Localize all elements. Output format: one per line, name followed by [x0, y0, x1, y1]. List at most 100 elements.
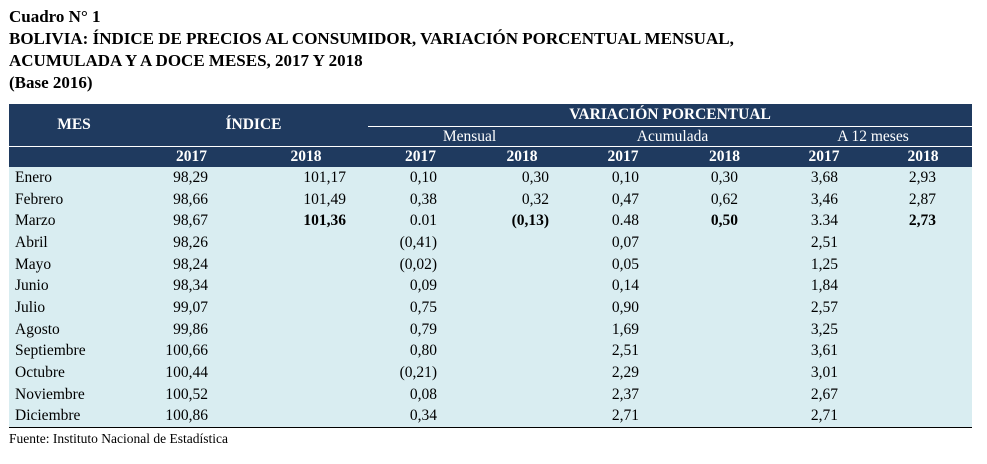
cell-mensual-2017: (0,02)	[368, 253, 474, 276]
title-line-1: BOLIVIA: ÍNDICE DE PRECIOS AL CONSUMIDOR…	[9, 29, 734, 48]
cell-acumulada-2017: 0,07	[571, 232, 676, 254]
cell-indice-2017: 100,66	[139, 340, 244, 363]
cell-12m-2017: 3,46	[774, 188, 875, 211]
cpi-table: MES ÍNDICE VARIACIÓN PORCENTUAL Mensual …	[9, 104, 973, 429]
table-row: Agosto 99,86 0,79 1,69 3,25	[9, 318, 973, 341]
cell-mensual-2017: 0,10	[368, 167, 474, 189]
cell-acumulada-2018	[675, 362, 775, 384]
cell-acumulada-2017: 0.48	[571, 210, 676, 233]
cell-mensual-2018	[473, 340, 572, 363]
cell-12m-2018	[874, 383, 973, 406]
cell-12m-2017: 2,51	[774, 232, 875, 254]
cell-acumulada-2018	[675, 232, 775, 254]
cell-12m-2017: 3,61	[774, 340, 875, 363]
cell-indice-2017: 100,44	[139, 362, 244, 384]
table-row: Mayo 98,24 (0,02) 0,05 1,25	[9, 253, 973, 276]
header-variacion: VARIACIÓN PORCENTUAL	[368, 104, 973, 127]
cell-mensual-2018: (0,13)	[473, 210, 572, 233]
table-row: Febrero 98,66 101,49 0,38 0,32 0,47 0,62…	[9, 188, 973, 211]
header-mes: MES	[9, 104, 139, 147]
table-row: Enero 98,29 101,17 0,10 0,30 0,10 0,30 3…	[9, 167, 973, 189]
table-row: Junio 98,34 0,09 0,14 1,84	[9, 275, 973, 298]
cell-mensual-2017: (0,41)	[368, 232, 474, 254]
cell-mes: Agosto	[9, 318, 139, 341]
cell-mensual-2017: 0.01	[368, 210, 474, 233]
cell-mensual-2017: 0,79	[368, 318, 474, 341]
header-year: 2017	[774, 146, 875, 167]
cell-indice-2017: 100,52	[139, 383, 244, 406]
cell-12m-2018	[874, 297, 973, 319]
cell-mes: Abril	[9, 232, 139, 254]
cell-12m-2018: 2,73	[874, 210, 973, 233]
cell-mensual-2017: 0,08	[368, 383, 474, 406]
cell-mensual-2018	[473, 362, 572, 384]
cell-12m-2018	[874, 253, 973, 276]
cell-indice-2018: 101,17	[244, 167, 369, 189]
cell-indice-2017: 99,07	[139, 297, 244, 319]
cell-12m-2018	[874, 318, 973, 341]
cell-indice-2017: 98,29	[139, 167, 244, 189]
cell-12m-2017: 2,71	[774, 405, 875, 429]
cell-mensual-2018	[473, 297, 572, 319]
cell-acumulada-2018: 0,62	[675, 188, 775, 211]
cell-indice-2017: 98,34	[139, 275, 244, 298]
cell-mensual-2018	[473, 383, 572, 406]
table-number: Cuadro N° 1	[9, 7, 101, 26]
header-year: 2018	[874, 146, 973, 167]
table-row: Abril 98,26 (0,41) 0,07 2,51	[9, 232, 973, 254]
cell-acumulada-2018	[675, 318, 775, 341]
cell-indice-2018	[244, 383, 369, 406]
table-row: Septiembre 100,66 0,80 2,51 3,61	[9, 340, 973, 363]
cell-mes: Enero	[9, 167, 139, 189]
cell-indice-2018	[244, 253, 369, 276]
cell-mes: Junio	[9, 275, 139, 298]
header-acumulada: Acumulada	[571, 126, 775, 147]
header-year: 2017	[571, 146, 676, 167]
cell-12m-2018: 2,87	[874, 188, 973, 211]
cell-acumulada-2018	[675, 405, 775, 429]
cell-acumulada-2017: 0,10	[571, 167, 676, 189]
document-title-block: Cuadro N° 1 BOLIVIA: ÍNDICE DE PRECIOS A…	[9, 6, 734, 94]
source-note: Fuente: Instituto Nacional de Estadístic…	[9, 431, 228, 446]
cpi-table-container: MES ÍNDICE VARIACIÓN PORCENTUAL Mensual …	[9, 104, 973, 429]
cell-12m-2017: 3,01	[774, 362, 875, 384]
cell-12m-2017: 2,67	[774, 383, 875, 406]
cell-acumulada-2017: 0,90	[571, 297, 676, 319]
table-row: Octubre 100,44 (0,21) 2,29 3,01	[9, 362, 973, 384]
cell-indice-2018	[244, 340, 369, 363]
cell-acumulada-2018	[675, 383, 775, 406]
cell-mes: Marzo	[9, 210, 139, 233]
cell-mensual-2018	[473, 405, 572, 429]
cell-mensual-2018: 0,32	[473, 188, 572, 211]
cell-indice-2018: 101,49	[244, 188, 369, 211]
cell-mes: Febrero	[9, 188, 139, 211]
header-indice: ÍNDICE	[139, 104, 369, 147]
cell-mensual-2017: 0,75	[368, 297, 474, 319]
cell-12m-2018	[874, 275, 973, 298]
cell-acumulada-2017: 2,51	[571, 340, 676, 363]
cell-acumulada-2017: 0,47	[571, 188, 676, 211]
cell-acumulada-2018	[675, 340, 775, 363]
cell-acumulada-2017: 0,05	[571, 253, 676, 276]
cell-12m-2017: 3.34	[774, 210, 875, 233]
cell-acumulada-2018	[675, 275, 775, 298]
table-row: Julio 99,07 0,75 0,90 2,57	[9, 297, 973, 319]
cell-12m-2018	[874, 362, 973, 384]
table-row: Noviembre 100,52 0,08 2,37 2,67	[9, 383, 973, 406]
cell-mensual-2017: 0,80	[368, 340, 474, 363]
header-year: 2018	[473, 146, 572, 167]
cell-indice-2018	[244, 362, 369, 384]
cell-mes: Noviembre	[9, 383, 139, 406]
cell-indice-2018: 101,36	[244, 210, 369, 233]
header-year: 2017	[139, 146, 244, 167]
cell-indice-2017: 100,86	[139, 405, 244, 429]
header-mensual: Mensual	[368, 126, 572, 147]
cell-mensual-2018: 0,30	[473, 167, 572, 189]
cell-acumulada-2017: 2,37	[571, 383, 676, 406]
cell-mes: Mayo	[9, 253, 139, 276]
cell-12m-2018	[874, 340, 973, 363]
cell-indice-2017: 98,66	[139, 188, 244, 211]
header-12-meses: A 12 meses	[774, 126, 973, 147]
base-year: (Base 2016)	[9, 73, 93, 92]
cell-indice-2018	[244, 405, 369, 429]
